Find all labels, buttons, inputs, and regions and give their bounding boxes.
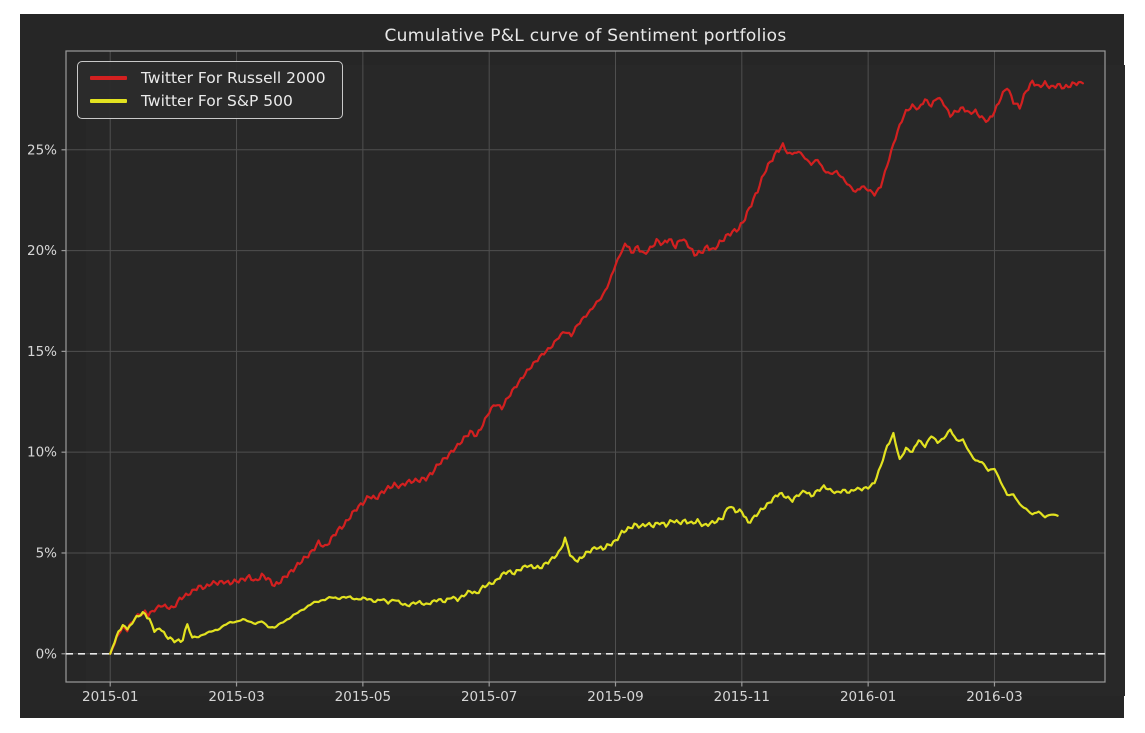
legend-line-sample-sp500	[90, 99, 127, 103]
x-tick-label: 2015-01	[82, 689, 138, 705]
series-line-sp500	[109, 428, 1059, 655]
figure	[20, 14, 1125, 718]
legend-item-sp500: Twitter For S&P 500	[90, 92, 326, 110]
x-tick-label: 2015-03	[208, 689, 264, 705]
y-tick-label: 5%	[36, 545, 58, 561]
y-tick-label: 10%	[27, 445, 57, 461]
x-tick-label: 2016-03	[966, 689, 1022, 705]
x-tick-label: 2016-01	[840, 689, 896, 705]
y-tick-label: 0%	[36, 646, 58, 662]
axes-spines	[65, 50, 1106, 683]
legend: Twitter For Russell 2000 Twitter For S&P…	[77, 61, 343, 119]
x-tick-label: 2015-07	[461, 689, 517, 705]
series-line-russell-2000	[109, 79, 1085, 655]
legend-item-russell-2000: Twitter For Russell 2000	[90, 69, 326, 87]
legend-label-russell: Twitter For Russell 2000	[141, 69, 326, 87]
chart-title: Cumulative P&L curve of Sentiment portfo…	[384, 26, 787, 46]
legend-line-sample-russell	[90, 76, 127, 80]
y-tick-label: 15%	[27, 344, 57, 360]
x-tick-label: 2015-09	[587, 689, 643, 705]
x-tick-label: 2015-05	[335, 689, 391, 705]
legend-label-sp500: Twitter For S&P 500	[141, 92, 293, 110]
plot-background	[86, 65, 1125, 696]
y-tick-label: 20%	[27, 243, 57, 259]
x-tick-label: 2015-11	[714, 689, 770, 705]
y-tick-label: 25%	[27, 142, 57, 158]
